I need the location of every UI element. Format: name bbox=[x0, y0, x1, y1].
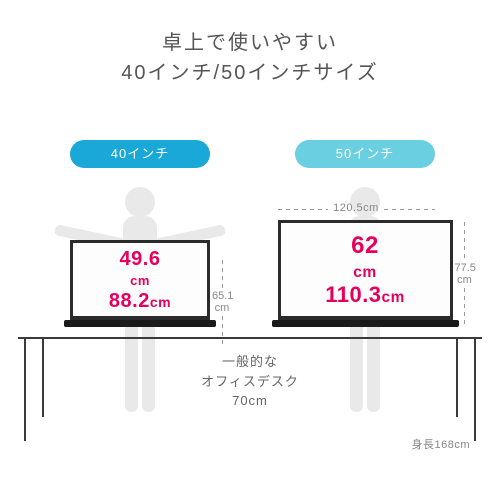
desk-top bbox=[18, 337, 482, 339]
screen-base bbox=[272, 320, 459, 327]
screen-base bbox=[64, 320, 216, 327]
projector-screen: 49.6cm 88.2cm bbox=[70, 240, 210, 320]
header-line-1: 卓上で使いやすい bbox=[0, 28, 500, 58]
comparison-scene: 40インチ 98.4cm 65.1 cm bbox=[0, 140, 500, 460]
screen-height-dim: 49.6cm bbox=[120, 249, 161, 289]
projector-screen: 62cm 110.3cm bbox=[278, 220, 453, 320]
size-pill-50: 50インチ bbox=[295, 140, 435, 168]
outer-height-label: 65.1 cm bbox=[212, 258, 232, 346]
option-40: 40インチ 98.4cm 65.1 cm bbox=[40, 140, 240, 327]
option-50: 50インチ 120.5cm 77.5 cm bbox=[265, 140, 465, 327]
screen-unit-50: 120.5cm 77.5 cm 62cm 110.3cm bbox=[278, 202, 453, 327]
figure-50: 120.5cm 77.5 cm 62cm 110.3cm bbox=[265, 182, 465, 327]
screen-width-dim: 110.3cm bbox=[325, 284, 405, 306]
screen-height-dim: 62cm bbox=[351, 234, 379, 282]
header-title: 卓上で使いやすい 40インチ/50インチサイズ bbox=[0, 0, 500, 88]
person-height-note: 身長168cm bbox=[411, 436, 470, 452]
outer-height-label: 77.5 cm bbox=[455, 220, 475, 328]
screen-unit-40: 98.4cm 65.1 cm 49.6cm 88.2cm bbox=[70, 240, 210, 327]
screen-width-dim: 88.2cm bbox=[109, 291, 171, 311]
figure-40: 98.4cm 65.1 cm 49.6cm 88.2cm bbox=[40, 182, 240, 327]
size-pill-40: 40インチ bbox=[70, 140, 210, 168]
desk-label: 一般的な オフィスデスク 70cm bbox=[0, 352, 500, 411]
header-line-2: 40インチ/50インチサイズ bbox=[0, 58, 500, 88]
outer-width-label: 120.5cm bbox=[278, 202, 435, 214]
